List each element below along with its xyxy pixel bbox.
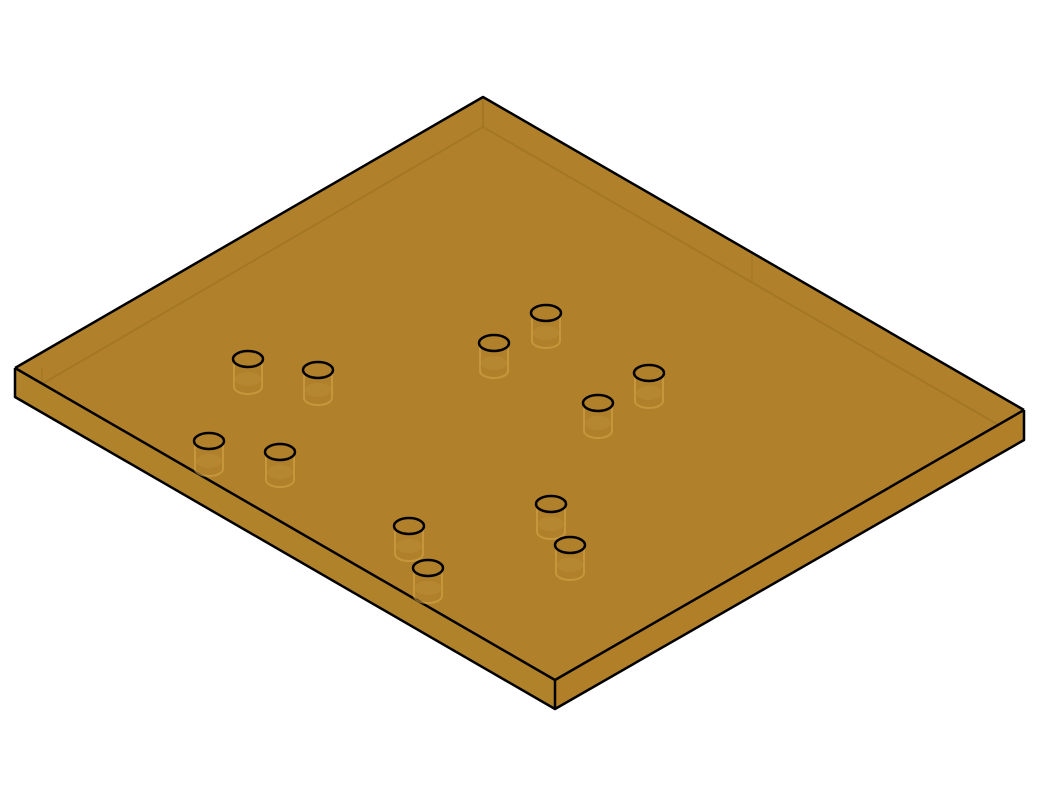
hole-rim — [477, 333, 511, 353]
hole — [192, 431, 226, 477]
hole-rim — [411, 558, 445, 578]
hole-shadow — [533, 326, 559, 340]
hole-shadow — [557, 558, 583, 572]
hole — [301, 360, 335, 406]
hole-rim — [263, 442, 297, 462]
hole-rim — [632, 363, 666, 383]
hole — [392, 516, 426, 562]
hole — [632, 363, 666, 409]
hole-rim — [529, 303, 563, 323]
plate-left-face — [15, 368, 555, 709]
hole-rim — [534, 494, 568, 514]
hole-shadow — [585, 416, 611, 430]
hole-bore — [265, 452, 295, 488]
hole-bore — [479, 343, 509, 379]
hole — [477, 333, 511, 379]
hole-shadow — [196, 454, 222, 468]
hole-bore — [194, 441, 224, 477]
hole-bore — [303, 370, 333, 406]
hole-rim — [192, 431, 226, 451]
hole — [411, 558, 445, 604]
hole-rim — [581, 393, 615, 413]
hole-shadow — [538, 517, 564, 531]
plate-right-face — [555, 410, 1024, 709]
hole-shadow — [305, 383, 331, 397]
hole — [553, 535, 587, 581]
hole-shadow — [415, 581, 441, 595]
hole-rim — [392, 516, 426, 536]
hole-shadow — [235, 372, 261, 386]
hole — [529, 303, 563, 349]
hole-shadow — [396, 539, 422, 553]
plate — [13, 95, 1026, 711]
hole-bore — [394, 526, 424, 562]
hole — [263, 442, 297, 488]
hole-shadow — [267, 465, 293, 479]
hole-bore — [634, 373, 664, 409]
hole — [581, 393, 615, 439]
plate-top-face — [15, 97, 1024, 680]
hole-rim — [231, 349, 265, 369]
hole — [231, 349, 265, 395]
holes-group — [192, 303, 666, 604]
hole-bore — [413, 568, 443, 604]
hole-bore — [583, 403, 613, 439]
hole-bore — [555, 545, 585, 581]
hole-bore — [531, 313, 561, 349]
hole-rim — [553, 535, 587, 555]
hole-bore — [233, 359, 263, 395]
hole — [534, 494, 568, 540]
hole-shadow — [636, 386, 662, 400]
hole-rim — [301, 360, 335, 380]
hole-bore — [536, 504, 566, 540]
hole-shadow — [481, 356, 507, 370]
